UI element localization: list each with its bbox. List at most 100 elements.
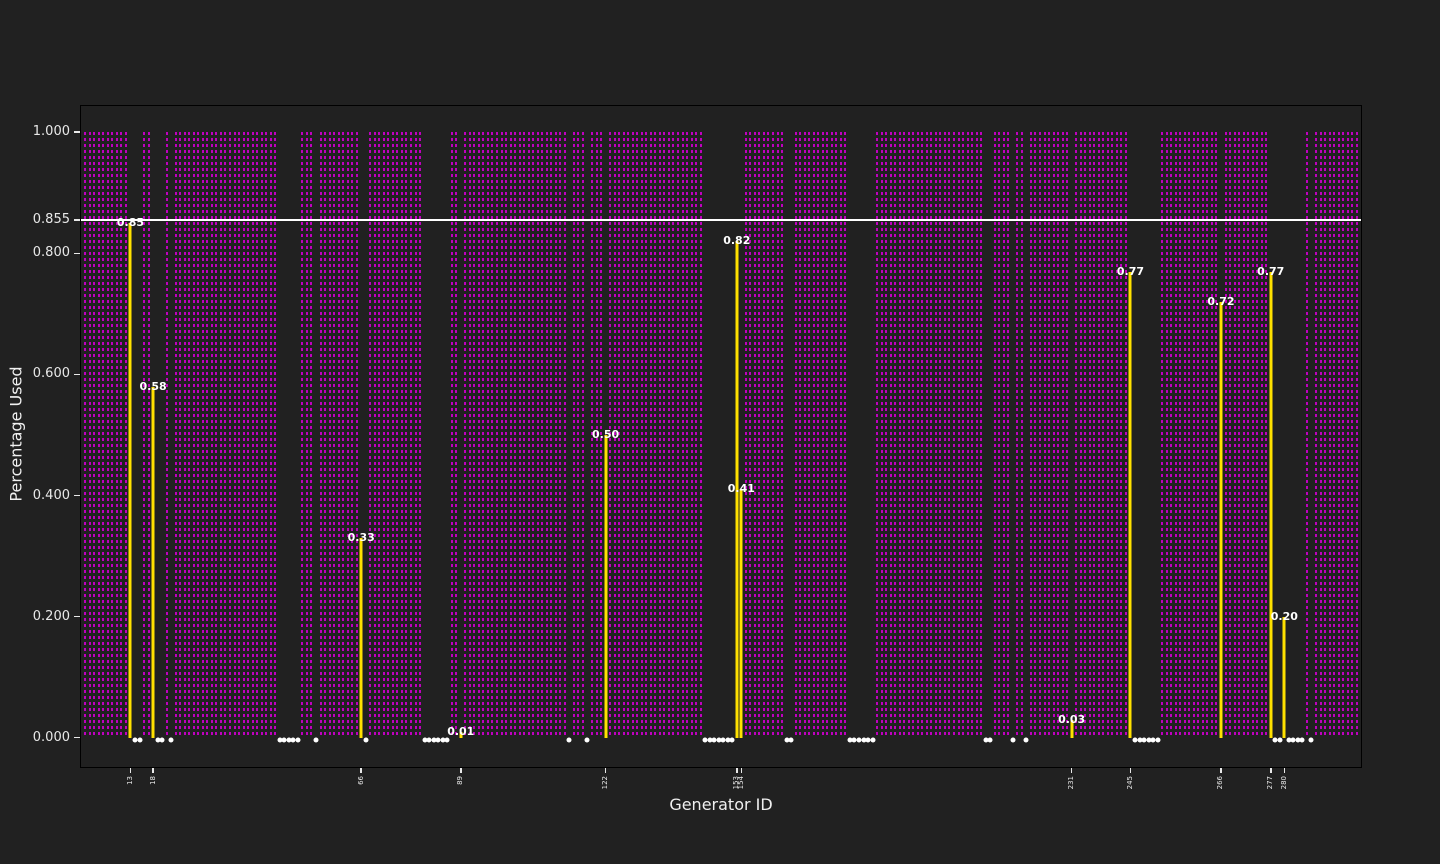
- full-usage-line: [1093, 132, 1096, 738]
- full-usage-line: [242, 132, 245, 738]
- full-usage-line: [758, 132, 761, 738]
- full-usage-line: [618, 132, 621, 738]
- zero-usage-marker: [290, 737, 296, 743]
- full-usage-line: [400, 132, 403, 738]
- zero-usage-marker: [856, 737, 862, 743]
- zero-usage-marker: [729, 737, 735, 743]
- full-usage-line: [346, 132, 349, 738]
- full-usage-line: [681, 132, 684, 738]
- full-usage-line: [695, 132, 698, 738]
- full-usage-line: [631, 132, 634, 738]
- full-usage-line: [1215, 132, 1218, 738]
- zero-usage-marker: [716, 737, 722, 743]
- full-usage-line: [1043, 132, 1046, 738]
- bar-value-label: 0.85: [116, 216, 145, 230]
- full-usage-line: [1007, 132, 1010, 738]
- x-tick: [1220, 768, 1222, 773]
- full-usage-line: [663, 132, 666, 738]
- full-usage-line: [600, 132, 603, 738]
- partial-usage-bar: [1128, 271, 1132, 738]
- full-usage-line: [1247, 132, 1250, 738]
- full-usage-line: [1161, 132, 1164, 738]
- full-usage-line: [966, 132, 969, 738]
- average-threshold-line: [80, 218, 1362, 222]
- zero-usage-marker: [1155, 737, 1161, 743]
- full-usage-line: [373, 132, 376, 738]
- full-usage-line: [1179, 132, 1182, 738]
- x-tick: [1129, 768, 1132, 773]
- full-usage-line: [581, 132, 584, 738]
- full-usage-line: [934, 132, 937, 738]
- full-usage-line: [767, 132, 770, 738]
- full-usage-line: [256, 132, 259, 738]
- full-usage-line: [1097, 132, 1100, 738]
- full-usage-line: [1224, 132, 1227, 738]
- full-usage-line: [305, 132, 308, 738]
- full-usage-line: [1183, 132, 1186, 738]
- full-usage-line: [1333, 132, 1336, 738]
- full-usage-line: [102, 132, 105, 738]
- full-usage-line: [654, 132, 657, 738]
- full-usage-line: [627, 132, 630, 738]
- x-tick-label: 266: [1216, 776, 1225, 790]
- full-usage-line: [265, 132, 268, 738]
- full-usage-line: [658, 132, 661, 738]
- x-tick: [740, 768, 743, 773]
- full-usage-line: [577, 132, 580, 738]
- full-usage-line: [324, 132, 327, 738]
- full-usage-line: [482, 132, 485, 738]
- x-tick-label: 66: [356, 776, 365, 785]
- full-usage-line: [319, 132, 322, 738]
- bar-value-label: 0.58: [139, 379, 167, 393]
- full-usage-line: [844, 132, 847, 738]
- x-tick-label: 13: [125, 776, 134, 785]
- full-usage-line: [921, 132, 924, 738]
- zero-usage-marker: [277, 737, 283, 743]
- full-usage-line: [889, 132, 892, 738]
- full-usage-line: [554, 132, 557, 738]
- y-tick-label: 0.200: [32, 608, 70, 624]
- full-usage-line: [572, 132, 575, 738]
- full-usage-line: [1057, 132, 1060, 738]
- full-usage-line: [391, 132, 394, 738]
- y-tick: [74, 494, 80, 497]
- full-usage-line: [781, 132, 784, 738]
- zero-usage-marker: [159, 737, 165, 743]
- zero-usage-marker: [1286, 737, 1292, 743]
- zero-usage-marker: [426, 737, 432, 743]
- full-usage-line: [419, 132, 422, 738]
- full-usage-line: [247, 132, 250, 738]
- x-tick-label: 122: [601, 776, 610, 790]
- x-tick: [1283, 768, 1286, 773]
- full-usage-line: [876, 132, 879, 738]
- full-usage-line: [536, 132, 539, 738]
- full-usage-line: [1048, 132, 1051, 738]
- zero-usage-marker: [1132, 737, 1138, 743]
- full-usage-line: [939, 132, 942, 738]
- full-usage-line: [898, 132, 901, 738]
- full-usage-line: [224, 132, 227, 738]
- full-usage-line: [201, 132, 204, 738]
- full-usage-line: [147, 132, 150, 738]
- zero-usage-marker: [983, 737, 989, 743]
- zero-usage-marker: [132, 737, 138, 743]
- full-usage-line: [120, 132, 123, 738]
- full-usage-line: [500, 132, 503, 738]
- full-usage-line: [609, 132, 612, 738]
- full-usage-line: [215, 132, 218, 738]
- y-tick: [74, 252, 80, 255]
- full-usage-line: [672, 132, 675, 738]
- full-usage-line: [1115, 132, 1118, 738]
- full-usage-line: [1075, 132, 1078, 738]
- partial-usage-bar: [359, 537, 363, 738]
- zero-usage-marker: [286, 737, 292, 743]
- y-tick-label: 0.800: [32, 245, 70, 261]
- full-usage-line: [998, 132, 1001, 738]
- full-usage-line: [1084, 132, 1087, 738]
- full-usage-line: [1029, 132, 1032, 738]
- full-usage-line: [953, 132, 955, 738]
- full-usage-line: [84, 132, 87, 738]
- full-usage-line: [473, 132, 476, 738]
- zero-usage-marker: [1295, 737, 1301, 743]
- zero-usage-marker: [281, 737, 287, 743]
